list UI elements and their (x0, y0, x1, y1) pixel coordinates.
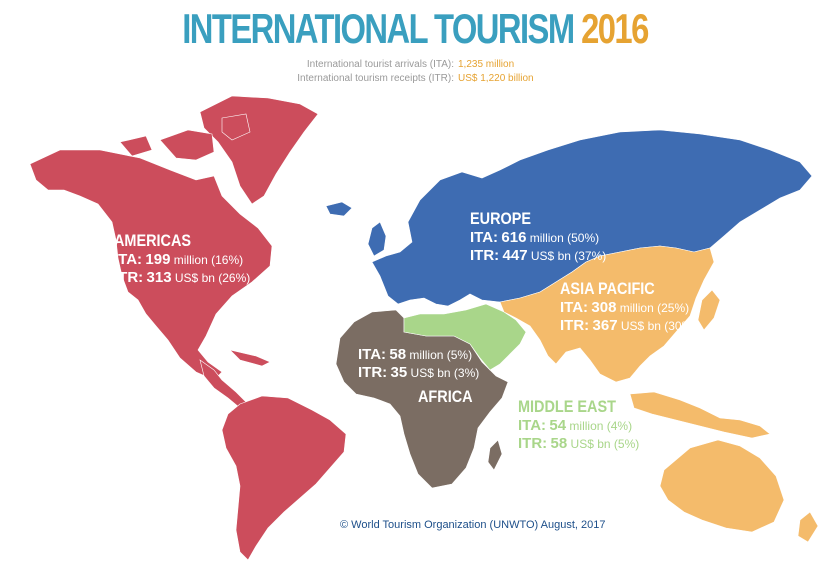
africa-ita-rest: million (5%) (409, 348, 473, 362)
region-americas-shape (29, 95, 347, 561)
americas-ita-label: ITA: (114, 251, 143, 268)
europe-name: EUROPE (470, 209, 532, 228)
japan-shape (697, 289, 721, 331)
southeast-asia-islands-shape (629, 391, 771, 439)
americas-name: AMERICAS (114, 231, 192, 250)
asia-pacific-ita-rest: million (25%) (619, 301, 690, 315)
caribbean-shape (229, 349, 271, 367)
region-europe-shape (325, 129, 813, 307)
europe-itr-label: ITR: (470, 247, 500, 264)
madagascar-shape (487, 439, 503, 471)
region-asia-pacific-shape (499, 245, 819, 543)
asia-pacific-name: ASIA PACIFIC (560, 279, 655, 298)
asia-pacific-itr-label: ITR: (560, 317, 590, 334)
americas-itr-rest: US$ bn (26%) (174, 271, 251, 285)
asia-mainland-shape (499, 245, 715, 383)
middle-east-itr-label: ITR: (518, 435, 548, 452)
middle-east-label: MIDDLE EAST ITA: 54 million (4%) ITR: 58… (518, 398, 639, 453)
itr-total-value: US$ 1,220 billion (458, 73, 534, 84)
middle-east-ita-rest: million (4%) (569, 419, 633, 433)
middle-east-ita-value: 54 (549, 417, 567, 434)
europe-label: EUROPE ITA: 616 million (50%) ITR: 447 U… (470, 210, 606, 265)
africa-itr-label: ITR: (358, 364, 388, 381)
middle-east-itr-rest: US$ bn (5%) (570, 437, 640, 451)
americas-ita-value: 199 (145, 251, 171, 268)
central-america-shape (199, 359, 247, 409)
ita-total-label: International tourist arrivals (ITA): (306, 59, 454, 70)
itr-total-label: International tourism receipts (ITR): (297, 73, 454, 84)
copyright-notice: © World Tourism Organization (UNWTO) Aug… (340, 519, 606, 531)
eurasia-north-shape (371, 129, 813, 307)
totals-values: 1,235 million US$ 1,220 billion (458, 58, 534, 86)
africa-name: AFRICA (418, 387, 473, 406)
asia-pacific-ita-label: ITA: (560, 299, 589, 316)
europe-ita-value: 616 (501, 229, 527, 246)
arctic-islands-shape (119, 113, 251, 161)
americas-label: AMERICAS ITA: 199 million (16%) ITR: 313… (114, 232, 250, 287)
africa-ita-value: 58 (389, 346, 407, 363)
middle-east-name: MIDDLE EAST (518, 397, 616, 416)
middle-east-ita-label: ITA: (518, 417, 547, 434)
africa-itr-rest: US$ bn (3%) (410, 366, 480, 380)
europe-ita-label: ITA: (470, 229, 499, 246)
asia-pacific-label: ASIA PACIFIC ITA: 308 million (25%) ITR:… (560, 280, 696, 335)
australia-shape (659, 439, 785, 533)
totals-labels: International tourist arrivals (ITA): In… (240, 58, 454, 86)
americas-ita-rest: million (16%) (173, 253, 244, 267)
north-america-shape (29, 149, 273, 381)
new-zealand-shape (797, 511, 819, 543)
uk-shape (367, 221, 387, 257)
middle-east-itr-value: 58 (550, 435, 568, 452)
title-year: 2016 (581, 5, 649, 52)
africa-ita-label: ITA: (358, 346, 387, 363)
africa-label: ITA: 58 million (5%) ITR: 35 US$ bn (3%)… (358, 346, 482, 407)
europe-ita-rest: million (50%) (529, 231, 600, 245)
asia-pacific-itr-value: 367 (592, 317, 618, 334)
americas-itr-value: 313 (146, 269, 172, 286)
europe-itr-value: 447 (502, 247, 528, 264)
page-title: INTERNATIONAL TOURISM 2016 (91, 6, 738, 52)
region-middle-east-shape (403, 303, 527, 371)
americas-itr-label: ITR: (114, 269, 144, 286)
south-america-shape (221, 395, 347, 561)
asia-pacific-ita-value: 308 (591, 299, 617, 316)
iceland-shape (325, 201, 353, 217)
region-africa-shape (335, 309, 509, 489)
title-main: INTERNATIONAL TOURISM (182, 5, 575, 52)
middle-east-shape (403, 303, 527, 371)
asia-pacific-itr-rest: US$ bn (30%) (620, 319, 697, 333)
africa-itr-value: 35 (390, 364, 408, 381)
europe-itr-rest: US$ bn (37%) (530, 249, 607, 263)
ita-total-value: 1,235 million (458, 59, 515, 70)
